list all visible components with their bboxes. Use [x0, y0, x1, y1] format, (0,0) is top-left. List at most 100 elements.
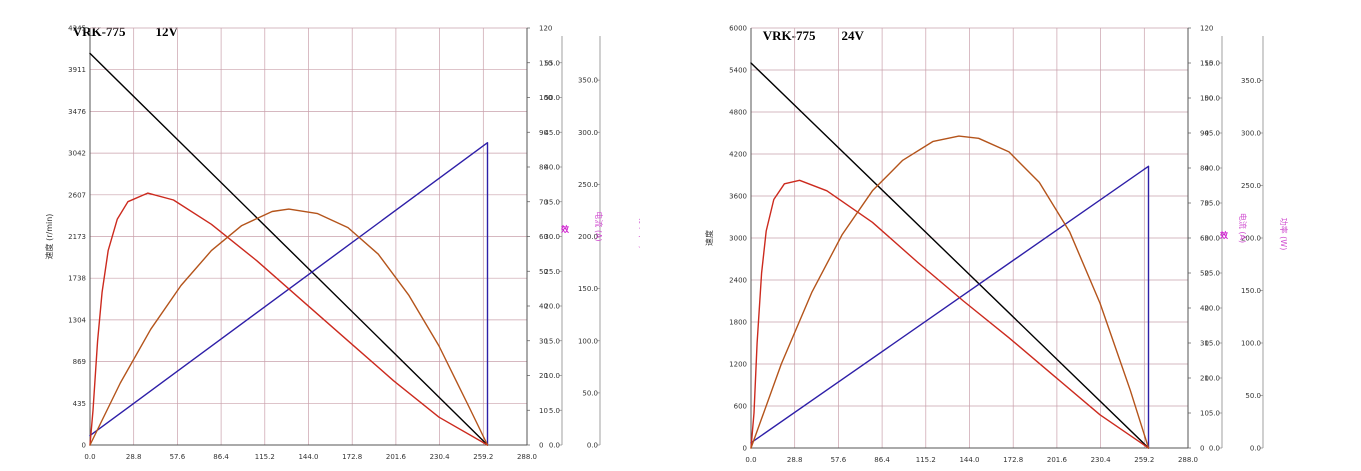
y1-tick-label: 1800	[729, 319, 747, 327]
y1-tick-label: 869	[73, 358, 86, 366]
y3-tick-label: 45.0	[544, 129, 560, 137]
x-tick-label: 259.2	[473, 453, 493, 461]
chart-title-24v: VRK-775 24V	[750, 12, 864, 60]
y1-tick-label: 4800	[729, 109, 747, 117]
x-tick-label: 0.0	[745, 456, 756, 464]
y1-tick-label: 1200	[729, 361, 747, 369]
y2-tick-label: 0	[1200, 445, 1204, 453]
x-tick-label: 230.4	[1091, 456, 1112, 464]
y3-tick-label: 55.0	[544, 59, 560, 67]
y2-tick-label: 50	[539, 268, 548, 276]
x-tick-label: 86.4	[874, 456, 890, 464]
y1-tick-label: 0	[82, 442, 86, 450]
y1-tick-label: 2607	[68, 191, 86, 199]
y3-tick-label: 10.0	[1204, 375, 1220, 383]
current-curve	[89, 141, 489, 446]
y2-tick-label: 20	[1200, 375, 1209, 383]
y2-tick-label: 10	[539, 407, 548, 415]
x-tick-label: 57.6	[170, 453, 186, 461]
y3-tick-label: 30.0	[544, 233, 560, 241]
x-tick-label: 28.8	[787, 456, 803, 464]
y3-tick-label: 50.0	[1204, 95, 1220, 103]
x-tick-label: 288.0	[517, 453, 537, 461]
y1-tick-label: 3911	[68, 66, 86, 74]
y4-axis-label: 功率 (W)	[638, 216, 640, 249]
y1-tick-label: 600	[734, 403, 747, 411]
y2-tick-label: 100	[1200, 95, 1213, 103]
y2-tick-label: 0	[539, 442, 543, 450]
y4-tick-label: 300.0	[1241, 130, 1261, 138]
x-tick-label: 144.0	[959, 456, 979, 464]
y4-tick-label: 0.0	[1250, 445, 1261, 453]
y3-tick-label: 30.0	[1204, 235, 1220, 243]
y2-tick-label: 100	[539, 94, 552, 102]
efficiency-curve	[750, 179, 1150, 449]
y4-tick-label: 100.0	[578, 337, 598, 345]
y1-axis-label: 速度	[704, 230, 714, 246]
y1-tick-label: 4345	[68, 25, 86, 33]
y4-tick-label: 0.0	[587, 442, 598, 450]
x-tick-label: 201.6	[386, 453, 407, 461]
speed-curve	[750, 62, 1150, 449]
y1-tick-label: 1304	[68, 316, 86, 324]
chart-panel-24v: VRK-775 24V 0.0 28.8 57.6 86.4 115.2 144.0 172.…	[680, 0, 1361, 471]
x-tick-label: 0.0	[84, 453, 95, 461]
chart-svg-12v: 0.0 28.8 57.6 86.4 115.2 144.0 172.8 201.6 230.4…	[44, 25, 640, 462]
y3-tick-label: 45.0	[1204, 130, 1220, 138]
chart-svg-24v: 0.0 28.8 57.6 86.4 115.2 144.0 172.8 201.6 230.4…	[704, 25, 1289, 465]
y1-tick-label: 435	[73, 400, 86, 408]
y1-tick-label: 5400	[729, 67, 747, 75]
current-curve	[750, 165, 1150, 449]
y3-tick-label: 55.0	[1204, 60, 1220, 68]
y2-tick-label: 90	[539, 129, 548, 137]
x-tick-label: 28.8	[126, 453, 142, 461]
x-tick-label: 86.4	[213, 453, 229, 461]
power-curve	[89, 208, 489, 446]
y1-tick-label: 3476	[68, 108, 86, 116]
y4-tick-label: 300.0	[578, 129, 598, 137]
power-curve	[750, 135, 1150, 449]
y2-tick-label: 30	[1200, 340, 1209, 348]
y3-tick-label: 0.0	[549, 442, 560, 450]
y1-tick-label: 6000	[729, 25, 747, 33]
y3-tick-label: 10.0	[544, 372, 560, 380]
y4-tick-label: 100.0	[1241, 340, 1261, 348]
y4-tick-label: 150.0	[1241, 287, 1261, 295]
y4-tick-label: 200.0	[1241, 235, 1261, 243]
chart-panel-12v: VRK-775 12V 0.0 28.8 57.6 86.4 115.2 144.0 172.…	[0, 0, 640, 471]
x-tick-label: 288.0	[1178, 456, 1198, 464]
y2-tick-label: 110	[1200, 60, 1213, 68]
y2-tick-label: 20	[539, 372, 548, 380]
y1-tick-label: 0	[743, 445, 747, 453]
y3-tick-label: 25.0	[544, 268, 560, 276]
x-tick-label: 115.2	[916, 456, 936, 464]
y2-tick-label: 50	[1200, 270, 1209, 278]
x-tick-label: 201.6	[1047, 456, 1068, 464]
y1-tick-label: 3000	[729, 235, 747, 243]
y2-tick-label: 30	[539, 337, 548, 345]
efficiency-curve	[89, 192, 489, 446]
y3-tick-label: 40.0	[544, 164, 560, 172]
x-tick-label: 115.2	[255, 453, 275, 461]
x-tick-label: 172.8	[1003, 456, 1023, 464]
y2-tick-label: 120	[539, 25, 552, 33]
y2-tick-label: 40	[1200, 305, 1209, 313]
y1-tick-label: 3600	[729, 193, 747, 201]
x-tick-label: 172.8	[342, 453, 362, 461]
y3-axis-label: 电流 (A)	[594, 211, 604, 241]
x-tick-label: 144.0	[298, 453, 318, 461]
y2-tick-label: 110	[539, 59, 552, 67]
voltage-label: 24V	[841, 28, 864, 43]
y3-tick-label: 35.0	[1204, 200, 1220, 208]
y2-axis-glyph: 效	[1220, 230, 1228, 240]
y2-tick-label: 80	[539, 164, 548, 172]
y4-tick-label: 350.0	[578, 77, 598, 85]
y1-tick-label: 1738	[68, 275, 86, 283]
y3-tick-label: 15.0	[1204, 340, 1220, 348]
y4-tick-label: 50.0	[1245, 392, 1261, 400]
y2-tick-label: 120	[1200, 25, 1213, 33]
y2-tick-label: 70	[539, 198, 548, 206]
y2-tick-label: 90	[1200, 130, 1209, 138]
y4-tick-label: 250.0	[578, 181, 598, 189]
y2-tick-label: 60	[1200, 235, 1209, 243]
